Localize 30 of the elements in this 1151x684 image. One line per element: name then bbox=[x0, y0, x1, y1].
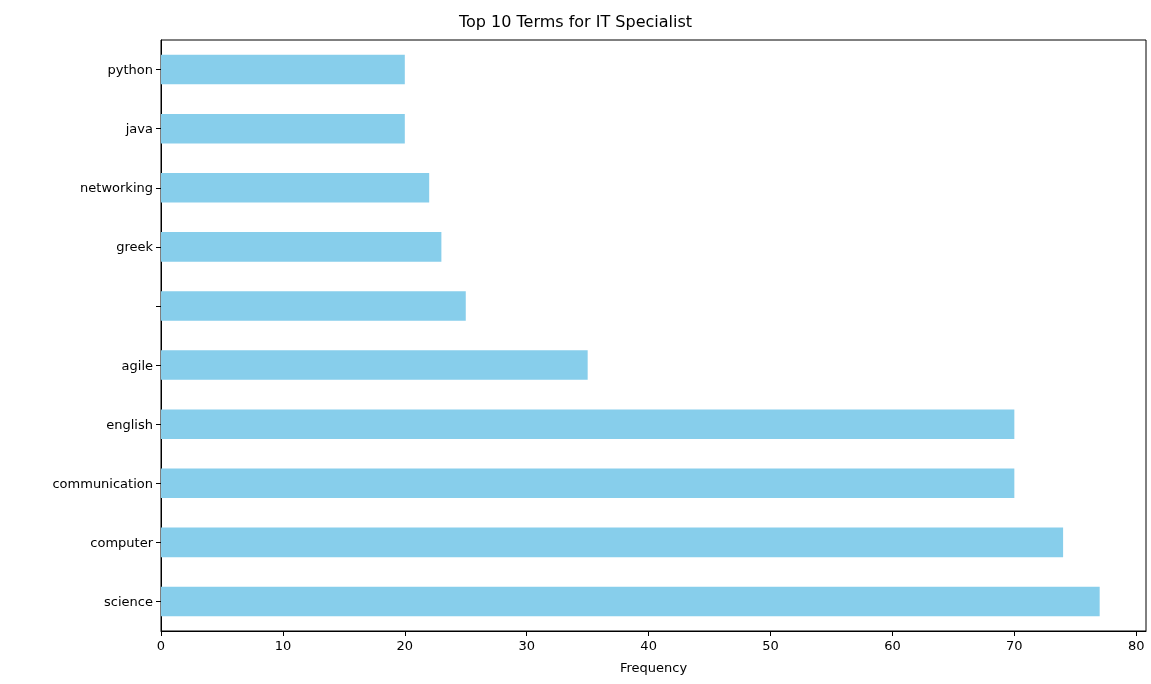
x-tick-label: 50 bbox=[762, 638, 779, 653]
y-tick-label: communication bbox=[52, 475, 153, 491]
x-tick-label: 0 bbox=[156, 638, 166, 653]
y-tick-label: english bbox=[106, 416, 153, 432]
y-tick-label: python bbox=[107, 62, 153, 78]
x-tick-label: 80 bbox=[1127, 638, 1145, 653]
bar bbox=[161, 468, 1015, 499]
bar bbox=[161, 350, 588, 380]
bar bbox=[161, 232, 442, 262]
x-tick-label: 70 bbox=[1006, 638, 1023, 653]
y-tick-label: greek bbox=[116, 239, 154, 255]
x-tick-label: 60 bbox=[884, 638, 901, 653]
bar bbox=[161, 113, 405, 144]
y-tick-label: computer bbox=[90, 534, 154, 550]
x-tick-label: 40 bbox=[640, 638, 657, 653]
bar bbox=[161, 172, 430, 203]
y-tick-label: science bbox=[104, 593, 153, 609]
bar bbox=[161, 527, 1064, 558]
bar bbox=[161, 409, 1015, 439]
y-tick-label: agile bbox=[121, 357, 153, 373]
y-tick-label: networking bbox=[80, 180, 153, 196]
chart-title: Top 10 Terms for IT Specialist bbox=[457, 11, 693, 31]
bar bbox=[161, 291, 466, 321]
x-axis-title: Frequency bbox=[619, 660, 688, 675]
x-tick-label: 30 bbox=[518, 638, 535, 653]
x-tick-label: 10 bbox=[274, 638, 292, 653]
x-tick-label: 20 bbox=[396, 638, 414, 653]
y-tick-label: java bbox=[124, 121, 153, 137]
bar bbox=[161, 586, 1100, 617]
bar bbox=[161, 54, 405, 85]
